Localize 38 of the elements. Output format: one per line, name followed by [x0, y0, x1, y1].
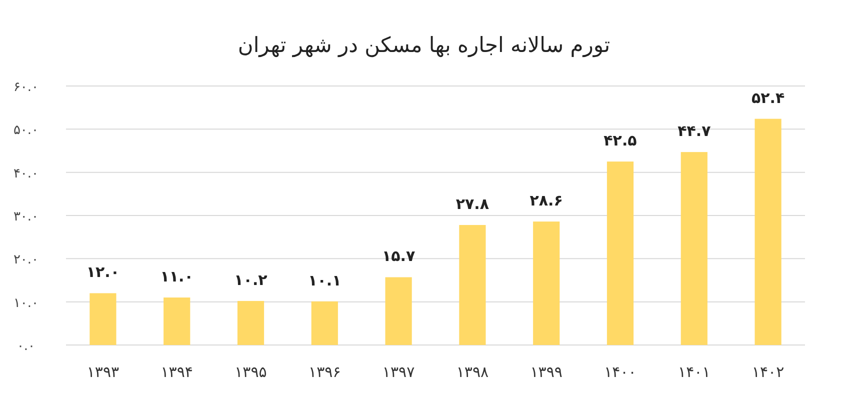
- x-tick-label: ۱۳۹۸: [456, 363, 489, 381]
- bar: [459, 224, 486, 345]
- y-tick-label: ۶۰.۰: [13, 80, 39, 95]
- x-tick-label: ۱۴۰۱: [678, 363, 710, 381]
- bar: [606, 162, 634, 345]
- data-label: ۲۷.۸: [456, 194, 490, 213]
- x-tick-label: ۱۳۹۷: [382, 363, 415, 381]
- data-label: ۱۱.۰: [160, 268, 194, 286]
- x-tick-label: ۱۳۹۹: [530, 363, 562, 381]
- bar: [164, 298, 190, 345]
- y-tick-label: ۵۰.۰: [13, 123, 39, 138]
- x-tick-label: ۱۳۹۳: [86, 363, 120, 381]
- x-tick-label: ۱۳۹۶: [308, 363, 341, 381]
- data-label: ۱۰.۲: [234, 270, 268, 289]
- x-tick-label: ۱۴۰۲: [752, 363, 784, 381]
- bar: [385, 277, 412, 345]
- y-tick-label: ۲۰.۰: [13, 252, 39, 268]
- bar: [754, 118, 782, 345]
- data-label: ۴۲.۵: [604, 132, 637, 150]
- data-label: ۱۲.۰: [86, 263, 120, 282]
- y-tick-label: ۴۰.۰: [13, 166, 39, 182]
- y-tick-label: ۳۰.۰: [13, 210, 39, 224]
- bar: [90, 293, 116, 345]
- data-label: ۲۸.۶: [530, 192, 563, 210]
- x-tick-label: ۱۴۰۰: [604, 363, 636, 381]
- chart-title: تورم سالانه اجاره بها مسکن در شهر تهران: [238, 33, 610, 58]
- y-tick-label: ۱۰.۰: [13, 296, 39, 311]
- bar: [311, 301, 338, 345]
- bar: [680, 152, 708, 345]
- data-label: ۴۴.۷: [678, 122, 711, 140]
- bar: [533, 222, 560, 345]
- x-tick-label: ۱۳۹۵: [234, 363, 267, 381]
- data-label: ۱۵.۷: [382, 247, 416, 266]
- data-label: ۵۲.۴: [751, 88, 785, 107]
- bar: [237, 300, 264, 345]
- y-tick-label: ۰.۰: [16, 339, 36, 354]
- x-tick-label: ۱۳۹۴: [160, 363, 193, 381]
- data-label: ۱۰.۱: [308, 271, 342, 290]
